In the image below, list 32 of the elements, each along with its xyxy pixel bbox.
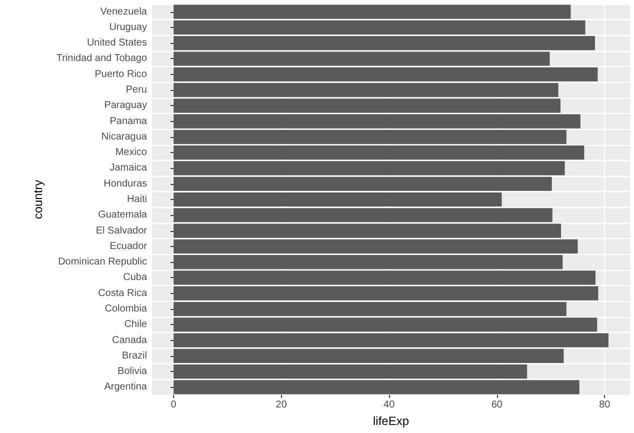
y-tick-label: Argentina [104, 382, 148, 393]
y-tick-label: Honduras [104, 178, 147, 190]
y-tick-label: Uruguay [109, 22, 147, 33]
y-tick-label: Dominican Republic [58, 256, 147, 268]
y-tick-label: Jamaica [110, 162, 148, 174]
x-tick-label: 0 [170, 400, 177, 410]
y-tick-label: Colombia [104, 303, 148, 314]
y-tick-label: United States [86, 38, 147, 49]
x-tick-label: 40 [384, 400, 396, 410]
y-tick-label: Cuba [123, 272, 148, 284]
x-axis-title: lifeExp [372, 414, 410, 428]
x-tick-label: 60 [491, 400, 503, 410]
y-tick-label: Paraguay [104, 100, 147, 112]
y-tick-label: Nicaragua [101, 131, 148, 142]
y-tick-label: Guatemala [98, 210, 148, 221]
y-tick-label: Peru [126, 84, 147, 96]
y-tick-label: Chile [124, 319, 148, 330]
x-tick-label: 80 [599, 400, 611, 410]
y-tick-label: Ecuador [110, 240, 148, 252]
y-tick-label: Puerto Rico [94, 68, 148, 80]
y-tick-label: Costa Rica [98, 288, 148, 299]
y-axis-title: country [31, 180, 45, 220]
x-tick-label: 20 [276, 400, 288, 410]
y-tick-label: El Salvador [96, 225, 148, 236]
y-tick-label: Canada [112, 334, 148, 346]
y-tick-label: Trinidad and Tobago [56, 53, 148, 64]
y-tick-label: Venezuela [100, 6, 148, 18]
y-tick-label: Bolivia [118, 366, 148, 378]
y-tick-label: Haiti [126, 194, 147, 205]
y-tick-label: Brazil [122, 350, 147, 362]
y-tick-label: Panama [110, 116, 148, 127]
y-tick-label: Mexico [115, 147, 148, 158]
